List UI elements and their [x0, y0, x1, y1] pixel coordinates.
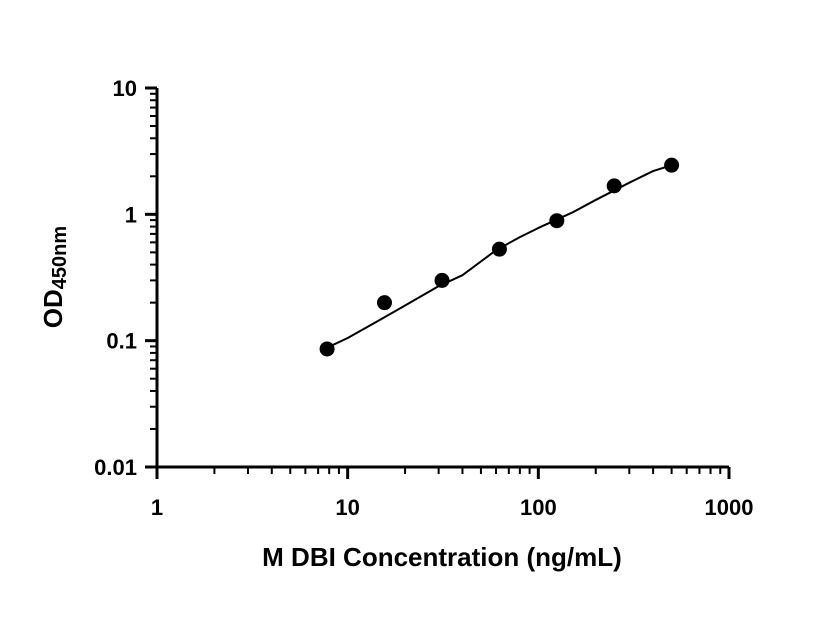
x-tick-label: 10	[335, 495, 359, 520]
x-tick-label: 1000	[705, 495, 754, 520]
labels-layer: M DBI Concentration (ng/mL) OD450nm 0.01…	[38, 76, 753, 572]
data-point	[376, 295, 392, 311]
y-tick-label: 0.01	[94, 455, 137, 480]
data-point	[434, 272, 450, 288]
x-tick-label: 100	[520, 495, 557, 520]
fit-curve-layer	[326, 164, 672, 349]
data-point	[491, 241, 507, 257]
y-tick-label: 1	[125, 202, 137, 227]
data-point	[664, 157, 680, 173]
data-points-layer	[319, 157, 680, 357]
y-axis-title: OD450nm	[38, 226, 71, 328]
data-point	[549, 213, 565, 229]
axes	[145, 86, 731, 479]
y-tick-label: 0.1	[106, 329, 137, 354]
data-point	[319, 341, 335, 357]
fit-curve-line	[326, 164, 672, 349]
y-axis-title-main: OD	[38, 289, 68, 328]
x-axis-title: M DBI Concentration (ng/mL)	[262, 542, 622, 572]
y-axis-title-subscript: 450nm	[49, 226, 71, 289]
data-point	[606, 178, 622, 194]
y-tick-label: 10	[113, 76, 137, 101]
x-tick-label: 1	[151, 495, 163, 520]
